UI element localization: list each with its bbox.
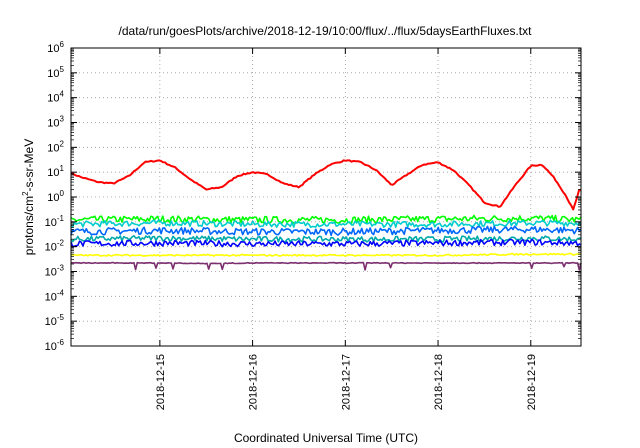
series-line-0 <box>70 159 582 211</box>
y-tick-label: 104 <box>47 90 64 105</box>
x-tick-label: 2018-12-15 <box>155 354 167 410</box>
series-lines <box>70 159 582 271</box>
chart-title: /data/run/goesPlots/archive/2018-12-19/1… <box>119 24 533 38</box>
series-line-7 <box>70 261 582 271</box>
y-tick-label: 10-5 <box>45 313 65 328</box>
y-tick-label: 105 <box>47 65 64 80</box>
y-tick-label: 10-6 <box>45 338 65 353</box>
x-tick-label: 2018-12-19 <box>526 354 538 410</box>
y-tick-label: 10-1 <box>45 214 65 229</box>
y-tick-label: 106 <box>47 40 64 55</box>
series-line-3 <box>70 225 582 236</box>
x-axis: 2018-12-15 2018-12-16 2018-12-17 2018-12-18… <box>155 48 538 410</box>
y-tick-label: 10-2 <box>45 239 65 254</box>
y-tick-label: 10-3 <box>45 264 65 279</box>
series-line-2 <box>70 219 582 228</box>
y-tick-label: 100 <box>47 189 64 204</box>
series-line-5 <box>70 238 582 248</box>
x-tick-label: 2018-12-18 <box>433 354 445 410</box>
y-axis-title: protons/cm2-s-sr-MeV <box>21 139 36 255</box>
y-tick-label: 102 <box>47 139 64 154</box>
y-axis: 10-6 10-5 10-4 10-3 10-2 10-1 100 101 102 103 104 1… <box>45 40 581 353</box>
series-line-6 <box>70 252 582 257</box>
grid-lines <box>71 48 581 346</box>
x-tick-label: 2018-12-17 <box>340 354 352 410</box>
x-tick-label: 2018-12-16 <box>248 354 260 410</box>
x-axis-title: Coordinated Universal Time (UTC) <box>234 431 418 445</box>
y-tick-label: 10-4 <box>45 288 65 303</box>
y-tick-label: 101 <box>47 164 64 179</box>
series-line-1 <box>70 214 582 225</box>
series-line-4 <box>70 235 582 243</box>
y-tick-label: 103 <box>47 115 64 130</box>
